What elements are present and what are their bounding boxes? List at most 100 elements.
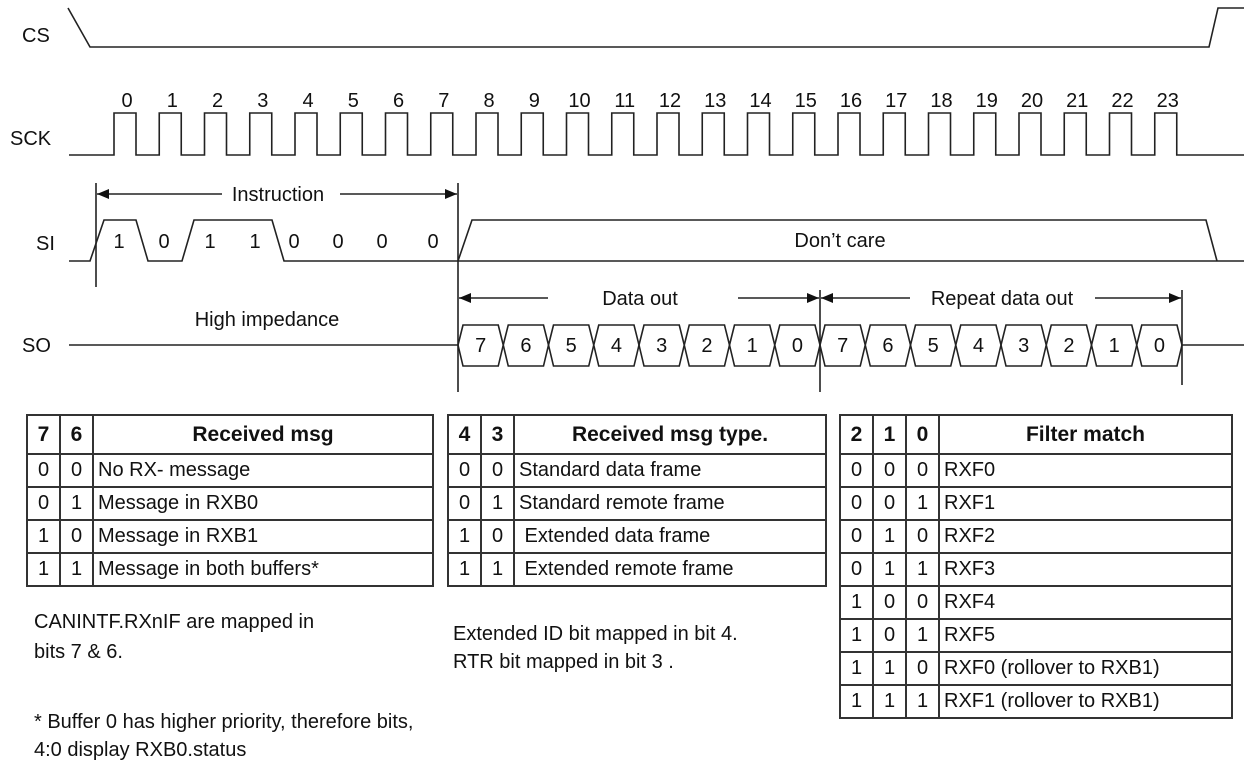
clock-number: 12	[659, 90, 681, 112]
received-msg-cell: 0	[26, 453, 61, 488]
clock-number: 0	[121, 90, 132, 112]
si-bit: 0	[332, 231, 343, 253]
filter-match-cell: 0	[872, 585, 907, 620]
clock-number: 16	[840, 90, 862, 112]
so-bit: 7	[475, 335, 486, 357]
received-msg-cell: 1	[59, 486, 94, 521]
received-msg-cell: 1	[59, 552, 94, 587]
received-msg-cell: Message in RXB0	[92, 486, 434, 521]
canintf-note-2: bits 7 & 6.	[34, 641, 123, 663]
received-msg-cell: Message in both buffers*	[92, 552, 434, 587]
filter-match-cell: RXF0 (rollover to RXB1)	[938, 651, 1233, 686]
table-row: 1 1 Message in both buffers*	[26, 552, 434, 587]
dont-care-label: Don’t care	[794, 230, 885, 252]
received-msg-header: 6	[59, 414, 94, 455]
filter-match-cell: 1	[839, 585, 874, 620]
received-msg-cell: 1	[26, 519, 61, 554]
filter-match-cell: 0	[905, 585, 940, 620]
cs-label: CS	[22, 25, 50, 47]
msg-type-cell: 0	[447, 453, 482, 488]
clock-number: 23	[1157, 90, 1179, 112]
filter-match-cell: 0	[905, 651, 940, 686]
so-bit: 4	[973, 335, 984, 357]
filter-match-table: 2 1 0 Filter match 0 0 0 RXF0 0 0 1 RXF1 0 1 0 RXF2 0 1 1 R…	[839, 414, 1233, 719]
filter-match-header: 1	[872, 414, 907, 455]
clock-number: 14	[749, 90, 771, 112]
si-bit: 0	[427, 231, 438, 253]
clock-number: 13	[704, 90, 726, 112]
table-row: 0 0 1 RXF1	[839, 486, 1233, 521]
repeat-data-out-label: Repeat data out	[931, 288, 1074, 310]
filter-match-cell: 0	[839, 519, 874, 554]
clock-number: 15	[795, 90, 817, 112]
table-row: 1 1 1 RXF1 (rollover to RXB1)	[839, 684, 1233, 719]
sck-waveform	[69, 112, 1244, 156]
filter-match-cell: RXF4	[938, 585, 1233, 620]
filter-match-cell: 1	[872, 552, 907, 587]
clock-number: 5	[348, 90, 359, 112]
si-bit: 1	[249, 231, 260, 253]
clock-number: 3	[257, 90, 268, 112]
clock-number: 8	[483, 90, 494, 112]
so-bit: 4	[611, 335, 622, 357]
filter-match-header: 0	[905, 414, 940, 455]
filter-match-cell: 1	[872, 519, 907, 554]
rtr-note: RTR bit mapped in bit 3 .	[453, 651, 674, 673]
received-msg-cell: Message in RXB1	[92, 519, 434, 554]
so-label: SO	[22, 335, 51, 357]
instruction-label: Instruction	[232, 184, 324, 206]
si-waveform	[69, 219, 1244, 262]
table-row: 0 0 No RX- message	[26, 453, 434, 488]
msg-type-table: 4 3 Received msg type. 0 0 Standard data fram…	[447, 414, 827, 587]
filter-match-cell: 0	[839, 552, 874, 587]
table-row: 0 0 0 RXF0	[839, 453, 1233, 488]
clock-number: 2	[212, 90, 223, 112]
table-row: 1 0 0 RXF4	[839, 585, 1233, 620]
received-msg-cell: 1	[26, 552, 61, 587]
msg-type-cell: Standard data frame	[513, 453, 827, 488]
so-bit: 2	[1063, 335, 1074, 357]
canintf-note-1: CANINTF.RXnIF are mapped in	[34, 611, 315, 633]
buffer-priority-note-1: * Buffer 0 has higher priority, therefor…	[34, 711, 414, 733]
filter-match-cell: 0	[839, 486, 874, 521]
clock-number: 10	[568, 90, 590, 112]
filter-match-cell: 1	[872, 651, 907, 686]
table-row: 1 1 0 RXF0 (rollover to RXB1)	[839, 651, 1233, 686]
filter-match-header: Filter match	[938, 414, 1233, 455]
filter-match-cell: RXF5	[938, 618, 1233, 653]
clock-number: 19	[976, 90, 998, 112]
filter-match-cell: 1	[839, 684, 874, 719]
msg-type-cell: 1	[480, 552, 515, 587]
clock-number: 1	[167, 90, 178, 112]
received-msg-cell: 0	[59, 453, 94, 488]
filter-match-cell: 0	[839, 453, 874, 488]
msg-type-cell: 1	[447, 552, 482, 587]
msg-type-header: 3	[480, 414, 515, 455]
so-bit: 7	[837, 335, 848, 357]
filter-match-cell: 0	[905, 453, 940, 488]
si-bit: 0	[376, 231, 387, 253]
msg-type-header: 4	[447, 414, 482, 455]
msg-type-cell: Extended remote frame	[513, 552, 827, 587]
si-bit: 0	[158, 231, 169, 253]
filter-match-cell: RXF1	[938, 486, 1233, 521]
so-bit: 1	[1109, 335, 1120, 357]
so-bit: 6	[520, 335, 531, 357]
clock-number: 4	[302, 90, 313, 112]
msg-type-cell: 1	[480, 486, 515, 521]
si-bit: 1	[113, 231, 124, 253]
msg-type-cell: 0	[447, 486, 482, 521]
msg-type-cell: Standard remote frame	[513, 486, 827, 521]
filter-match-cell: 0	[905, 519, 940, 554]
table-row: 0 1 Standard remote frame	[447, 486, 827, 521]
clock-number: 22	[1111, 90, 1133, 112]
filter-match-cell: 0	[872, 453, 907, 488]
clock-number: 7	[438, 90, 449, 112]
filter-match-header: 2	[839, 414, 874, 455]
received-msg-header: Received msg	[92, 414, 434, 455]
msg-type-header: Received msg type.	[513, 414, 827, 455]
buffer-priority-note-2: 4:0 display RXB0.status	[34, 739, 247, 761]
filter-match-cell: RXF1 (rollover to RXB1)	[938, 684, 1233, 719]
clock-number: 20	[1021, 90, 1043, 112]
